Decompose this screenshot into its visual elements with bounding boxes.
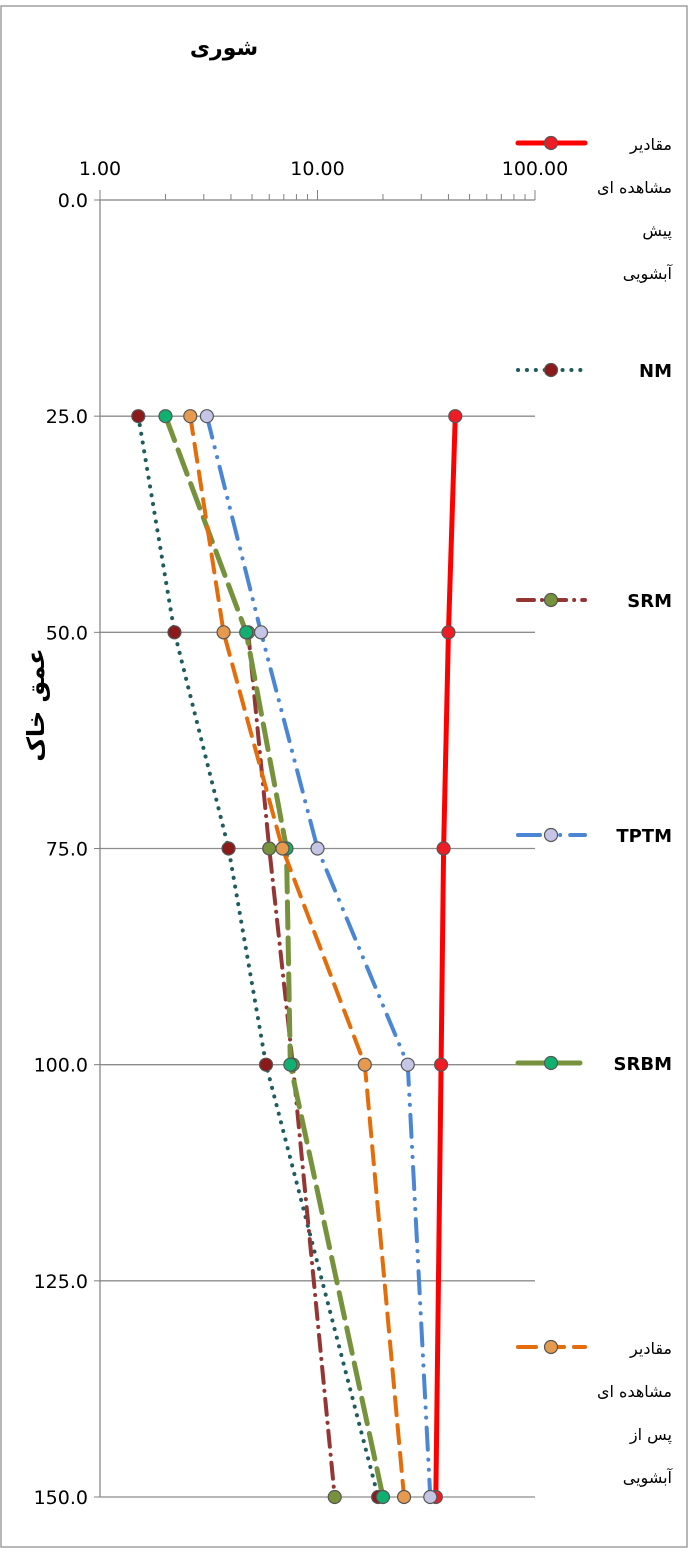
legend-label: پس از xyxy=(629,1425,672,1445)
legend-label: مشاهده ای xyxy=(597,178,672,197)
data-point xyxy=(310,841,325,856)
y-tick-label: 25.0 xyxy=(46,406,88,428)
data-point xyxy=(131,409,146,424)
data-point xyxy=(183,409,198,424)
data-point xyxy=(253,625,269,640)
legend-label: آبشویی xyxy=(623,1468,674,1488)
y-tick-label: 100.0 xyxy=(34,1055,88,1077)
data-point xyxy=(375,1489,391,1505)
data-point xyxy=(423,1489,438,1505)
data-point xyxy=(448,409,463,424)
x-tick-label: 100.00 xyxy=(502,158,568,180)
legend-swatch-marker xyxy=(543,1055,559,1071)
legend-label: مقادیر xyxy=(629,1339,672,1359)
series-line xyxy=(204,414,433,1499)
data-point xyxy=(396,1489,412,1505)
data-point xyxy=(283,1057,298,1072)
y-tick-label: 50.0 xyxy=(46,622,88,644)
data-point xyxy=(158,409,173,424)
y-tick-label: 75.0 xyxy=(46,839,88,861)
data-point xyxy=(357,1057,372,1072)
legend: مقادیر مشاهده ای پیش آبشویی NM SRM TPTM SRBM مقا… xyxy=(515,135,674,1488)
data-point xyxy=(433,1057,449,1072)
data-point xyxy=(262,841,277,856)
data-point xyxy=(258,1057,274,1072)
legend-label: آبشویی xyxy=(623,264,674,284)
legend-label: مشاهده ای xyxy=(597,1382,672,1401)
legend-swatch-marker xyxy=(543,1339,559,1355)
data-point xyxy=(436,841,451,856)
legend-label: SRM xyxy=(627,591,672,612)
y-axis-label: عمق خاک xyxy=(22,648,50,761)
chart-title: شوری xyxy=(190,36,258,61)
data-point xyxy=(167,625,182,640)
x-tick-label: 1.00 xyxy=(79,158,121,180)
legend-label: پیش xyxy=(642,221,672,241)
data-point xyxy=(216,625,231,640)
legend-swatch-marker xyxy=(543,135,559,151)
legend-swatch-marker xyxy=(543,827,559,843)
y-tick-label: 150.0 xyxy=(34,1487,88,1509)
legend-label: مقادیر xyxy=(629,135,672,155)
legend-swatch-marker xyxy=(543,592,559,608)
y-tick-label: 0.0 xyxy=(58,190,88,212)
data-point xyxy=(441,625,456,640)
data-point xyxy=(221,841,236,856)
series-line xyxy=(188,414,407,1499)
data-point xyxy=(199,409,214,424)
data-point xyxy=(239,625,254,640)
data-point xyxy=(275,841,290,856)
legend-swatch-marker xyxy=(543,362,559,378)
axes: 0.0 25.0 50.0 75.0 100.0 125.0 150.0 1.00 10.00 1… xyxy=(34,158,569,1509)
y-tick-label: 125.0 xyxy=(34,1271,88,1293)
legend-label: TPTM xyxy=(616,826,672,847)
data-point xyxy=(327,1489,342,1505)
data-point xyxy=(400,1057,415,1072)
chart-border xyxy=(0,5,688,1548)
series xyxy=(131,409,463,1505)
legend-label: SRBM xyxy=(614,1054,672,1075)
legend-label: NM xyxy=(639,361,672,382)
series-line xyxy=(136,414,381,1499)
x-tick-label: 10.00 xyxy=(290,158,344,180)
series-line xyxy=(246,630,337,1499)
